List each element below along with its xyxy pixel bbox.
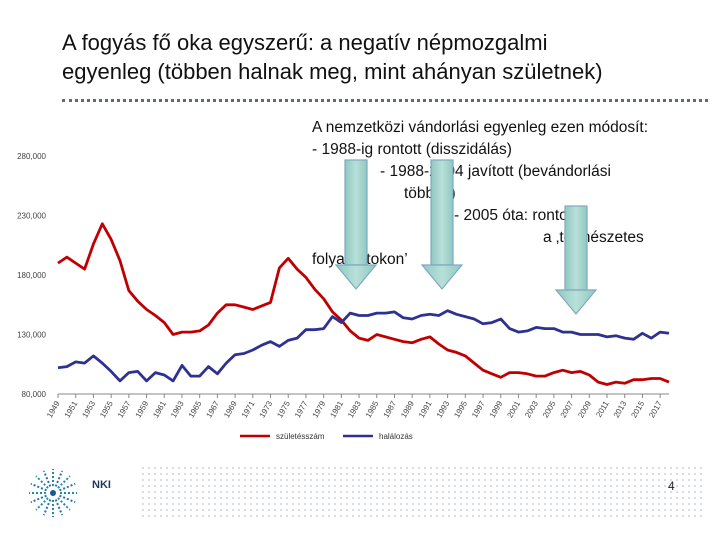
- footer-pattern: [140, 465, 705, 517]
- deaths-series-line: [57, 309, 670, 383]
- note-line-1: A nemzetközi vándorlási egyenleg ezen mó…: [312, 119, 649, 136]
- nki-logo-icon: [29, 469, 77, 517]
- note-line-5: - 2005 óta: rontott: [454, 207, 577, 224]
- title-divider: [62, 99, 708, 102]
- arrow-1988: [334, 159, 378, 290]
- note-line-2: - 1988-ig rontott (disszidálás): [312, 141, 512, 158]
- y-tick-label: 80,000: [22, 390, 47, 399]
- y-tick-label: 130,000: [17, 331, 46, 340]
- page-number: 4: [668, 479, 675, 493]
- arrow-2008: [554, 205, 598, 315]
- slide-title: A fogyás fő oka egyszerű: a negatív népm…: [62, 30, 603, 84]
- y-tick-label: 230,000: [17, 212, 46, 221]
- y-tick-label: 280,000: [17, 152, 46, 161]
- y-tick-label: 180,000: [17, 271, 46, 280]
- legend-label: születésszám: [276, 432, 325, 441]
- logo-text: NKI: [92, 479, 111, 491]
- arrow-2004: [420, 159, 464, 290]
- births-series-line: [57, 222, 670, 386]
- legend-label: halálozás: [379, 432, 413, 441]
